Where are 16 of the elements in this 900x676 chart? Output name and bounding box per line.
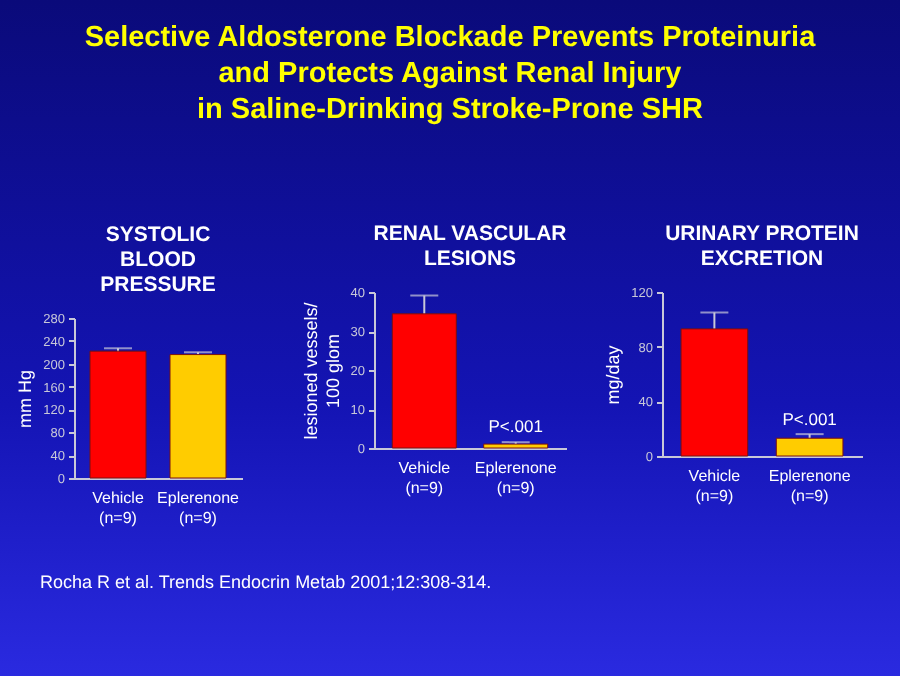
x-tick-label: Eplerenone (n=9) [768, 467, 852, 505]
text: Selective Aldosterone Blockade Prevents Proteinuria and Protects Against Renal Injury in Saline-Drinking Stroke-Prone SHR [82, 20, 818, 128]
x-tick-label: Vehicle (n=9) [92, 489, 145, 527]
x-tick-label: Eplerenone (n=9) [474, 459, 558, 497]
annotation: P<.001 [488, 416, 544, 437]
y-axis-title: mg/day [603, 344, 624, 405]
x-tick-label: Vehicle (n=9) [398, 459, 452, 497]
y-axis-title: lesioned vessels/ 100 glom [300, 301, 343, 440]
chart-title: SYSTOLIC BLOOD PRESSURE [100, 223, 216, 297]
chart-title: URINARY PROTEIN EXCRETION [665, 222, 859, 271]
text: Rocha R et al. Trends Endocrin Metab 2001;12:308-314. [40, 572, 492, 592]
y-axis-title: mm Hg [15, 370, 36, 428]
annotation: P<.001 [782, 408, 838, 429]
x-tick-label: Eplerenone (n=9) [157, 489, 241, 527]
x-tick-label: Vehicle (n=9) [688, 467, 742, 505]
chart-title: RENAL VASCULAR LESIONS [373, 222, 568, 271]
